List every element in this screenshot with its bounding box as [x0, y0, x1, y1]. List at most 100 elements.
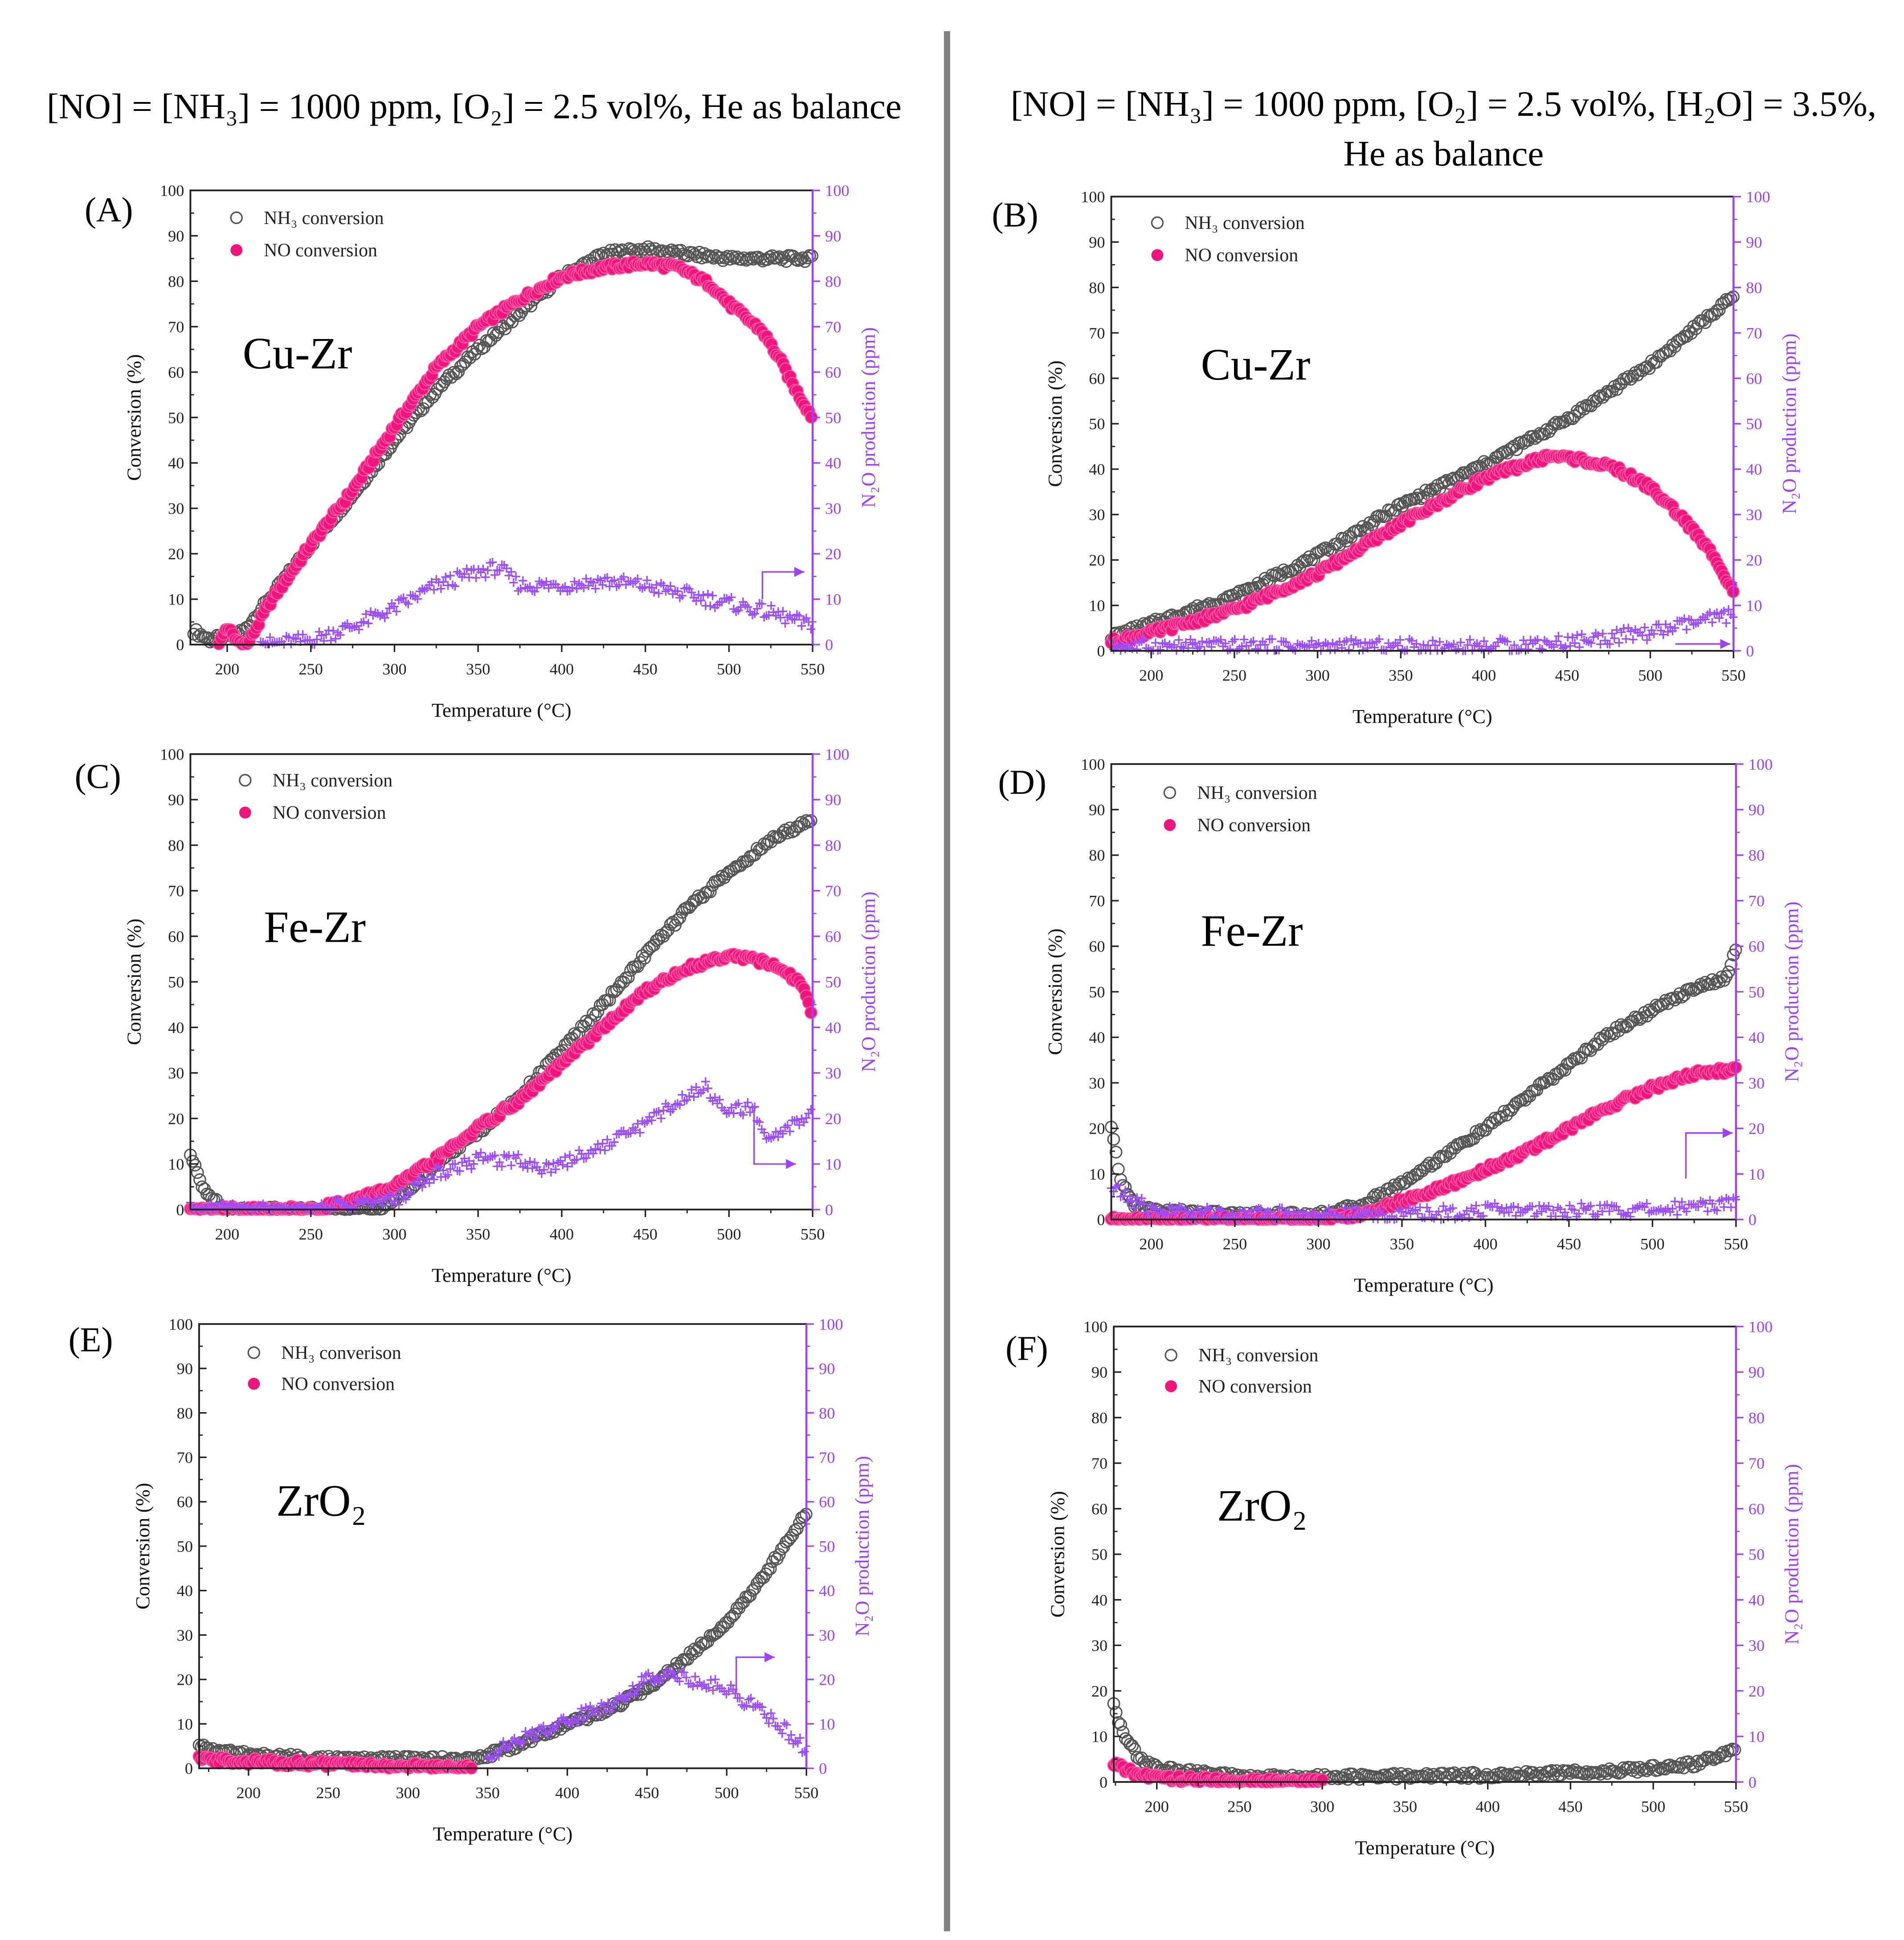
n2o-point — [1342, 636, 1351, 645]
y2-tick-label: 70 — [1749, 1454, 1765, 1472]
x-tick-label: 200 — [215, 660, 239, 678]
n2o-point — [1277, 1203, 1287, 1213]
x-tick-label: 550 — [801, 660, 825, 678]
y2-tick-label: 60 — [825, 927, 841, 945]
x-tick-label: 350 — [1393, 1797, 1417, 1815]
n2o-point — [544, 1160, 553, 1169]
n2o-point — [1144, 1211, 1153, 1220]
legend: NH₃ conversion NO conversion — [1151, 213, 1305, 266]
n2o-point — [1614, 638, 1624, 647]
n2o-point — [701, 1077, 710, 1086]
nh3-point — [1107, 1133, 1120, 1146]
y2-tick-label: 60 — [1749, 938, 1765, 956]
y-tick-label: 30 — [168, 1064, 184, 1082]
n2o-point — [1715, 613, 1724, 623]
y-tick-label: 70 — [177, 1449, 193, 1466]
n2o-point — [1570, 638, 1579, 648]
nh3-point — [1666, 992, 1679, 1005]
nh3-point — [1624, 1761, 1637, 1774]
x-tick-label: 350 — [1389, 666, 1413, 684]
n2o-point — [1294, 1208, 1303, 1217]
n2o-point — [668, 1668, 678, 1677]
n2o-point — [595, 1711, 604, 1720]
right-axis-arrow — [735, 1656, 775, 1693]
y-tick-label: 0 — [1099, 1773, 1107, 1791]
n2o-point — [703, 1084, 712, 1093]
n2o-point — [490, 1151, 499, 1160]
nh3-point — [1240, 583, 1253, 596]
y2-tick-label: 100 — [819, 1315, 843, 1333]
x-tick-label: 300 — [1305, 666, 1329, 684]
nh3-point — [703, 885, 717, 899]
n2o-point — [317, 631, 326, 640]
n2o-point — [785, 1127, 794, 1136]
nh3-point — [1693, 1758, 1707, 1771]
n2o-point — [708, 1686, 718, 1695]
y2-axis-title: N₂O production (ppm) — [857, 327, 879, 508]
n2o-point — [1471, 1201, 1481, 1210]
y2-tick-label: 0 — [1749, 1773, 1757, 1791]
n2o-point — [1324, 1204, 1333, 1213]
n2o-point — [1249, 637, 1258, 645]
n2o-point — [796, 1733, 805, 1743]
legend-nh3-marker — [239, 774, 252, 787]
catalyst-label: Cu-Zr — [1201, 339, 1311, 389]
n2o-point — [724, 1687, 733, 1696]
y-axis-title: Conversion (%) — [123, 919, 145, 1045]
y-tick-label: 50 — [177, 1537, 193, 1555]
n2o-point — [443, 1170, 453, 1180]
nh3-point — [705, 250, 718, 263]
n2o-point — [1235, 1206, 1245, 1215]
y-tick-label: 80 — [1089, 846, 1105, 864]
n2o-point — [559, 1713, 568, 1722]
n2o-point — [1121, 1186, 1130, 1195]
nh3-point — [1671, 991, 1684, 1004]
y2-tick-label: 80 — [1749, 1409, 1765, 1427]
nh3-point — [580, 1014, 593, 1028]
n2o-point — [539, 1722, 548, 1731]
n2o-point — [1425, 1207, 1434, 1216]
nh3-point — [1504, 1104, 1518, 1117]
nh3-point — [191, 1166, 204, 1179]
y-tick-label: 60 — [1089, 938, 1105, 956]
nh3-point — [437, 375, 451, 388]
nh3-point — [804, 814, 817, 827]
n2o-point — [1640, 623, 1649, 632]
x-tick-label: 500 — [1638, 666, 1662, 684]
y2-tick-label: 30 — [1749, 1074, 1765, 1092]
n2o-point — [1454, 644, 1463, 653]
nh3-point — [457, 358, 470, 371]
y-tick-label: 100 — [1083, 1318, 1107, 1336]
y2-tick-label: 60 — [819, 1493, 835, 1511]
n2o-point — [1544, 1202, 1553, 1211]
n2o-point — [1184, 1207, 1193, 1216]
n2o-point — [1663, 627, 1672, 637]
n2o-point — [495, 566, 504, 575]
n2o-point — [1554, 632, 1563, 641]
n2o-point — [711, 1093, 719, 1102]
n2o-point — [687, 588, 696, 597]
nh3-point — [471, 1752, 485, 1765]
n2o-point — [1344, 645, 1353, 654]
y-axis-title: Conversion (%) — [1044, 928, 1066, 1055]
y2-tick-label: 90 — [825, 791, 841, 809]
n2o-point — [1375, 634, 1384, 644]
n2o-point — [329, 626, 338, 635]
x-tick-label: 200 — [237, 1784, 261, 1802]
n2o-point — [1434, 1207, 1443, 1217]
n2o-point — [726, 1681, 735, 1690]
y2-tick-label: 40 — [819, 1582, 835, 1600]
nh3-point — [791, 1522, 804, 1536]
y-tick-label: 30 — [1089, 506, 1105, 524]
n2o-point — [490, 571, 499, 580]
nh3-point — [752, 1574, 766, 1588]
n2o-point — [1574, 1209, 1584, 1218]
nh3-point — [789, 1523, 801, 1537]
y-tick-label: 40 — [168, 454, 184, 472]
n2o-point — [460, 1154, 469, 1163]
n2o-point — [678, 1090, 687, 1099]
n2o-point — [1435, 637, 1444, 646]
nh3-point — [1563, 1057, 1576, 1070]
n2o-point — [1605, 640, 1614, 649]
n2o-point — [1643, 636, 1651, 645]
